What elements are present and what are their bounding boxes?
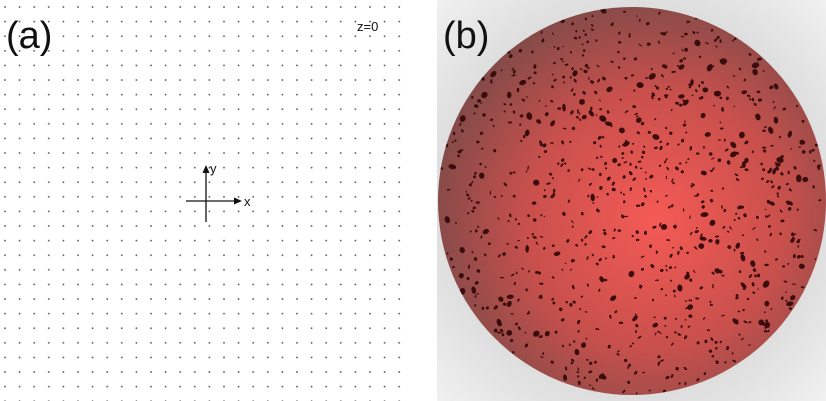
x-label: x (244, 194, 251, 209)
speck (788, 171, 790, 175)
speck (707, 329, 710, 331)
speck (624, 216, 629, 217)
panel-a: x y z=0 (a) (0, 0, 406, 401)
page: x y z=0 (a) (b) (() => { const data = JS… (0, 0, 826, 401)
speck (525, 245, 529, 253)
speck (575, 30, 577, 33)
speck (712, 284, 713, 289)
speck (756, 216, 759, 219)
figure: x y z=0 (a) (b) (0, 0, 826, 401)
speck (674, 331, 677, 333)
speck (721, 275, 724, 277)
speck (479, 163, 481, 166)
panel-label: (b) (443, 15, 489, 57)
z-annotation: z=0 (357, 19, 378, 34)
panel-label: (a) (6, 15, 52, 57)
speck (665, 127, 667, 130)
y-label: y (210, 161, 217, 176)
speck (497, 332, 501, 334)
speck (664, 325, 667, 326)
panel-b: (b) (437, 0, 826, 401)
speck (782, 265, 785, 268)
speck (569, 303, 572, 307)
speck (636, 205, 640, 207)
